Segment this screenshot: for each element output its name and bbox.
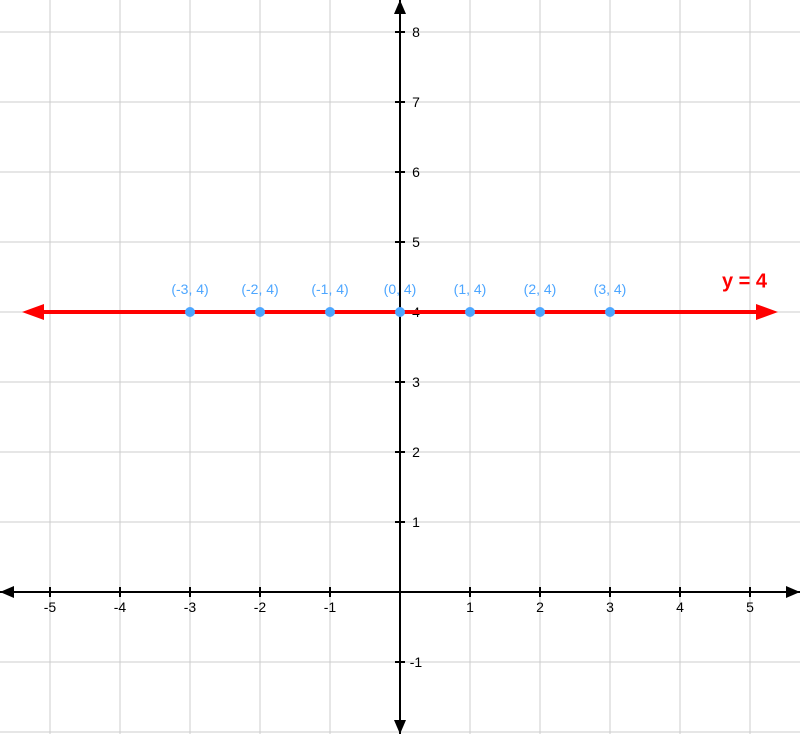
data-point xyxy=(535,307,545,317)
y-tick-label: 8 xyxy=(412,24,420,40)
equation-label: y = 4 xyxy=(722,271,768,293)
data-point xyxy=(605,307,615,317)
point-label: (0, 4) xyxy=(384,281,417,297)
data-point xyxy=(185,307,195,317)
y-tick-label: -1 xyxy=(410,654,423,670)
x-tick-label: -1 xyxy=(324,599,337,615)
x-tick-label: 2 xyxy=(536,599,544,615)
y-tick-label: 7 xyxy=(412,94,420,110)
x-tick-label: 5 xyxy=(746,599,754,615)
point-label: (3, 4) xyxy=(594,281,627,297)
chart-svg: -5-4-3-2-112345-112345678y = 4(-3, 4)(-2… xyxy=(0,0,800,734)
x-tick-label: -5 xyxy=(44,599,57,615)
data-point xyxy=(395,307,405,317)
data-point xyxy=(465,307,475,317)
data-point xyxy=(255,307,265,317)
y-tick-label: 5 xyxy=(412,234,420,250)
point-label: (-1, 4) xyxy=(311,281,348,297)
x-tick-label: 4 xyxy=(676,599,684,615)
point-label: (1, 4) xyxy=(454,281,487,297)
x-tick-label: -2 xyxy=(254,599,267,615)
x-tick-label: -3 xyxy=(184,599,197,615)
point-label: (-3, 4) xyxy=(171,281,208,297)
x-tick-label: 1 xyxy=(466,599,474,615)
x-tick-label: 3 xyxy=(606,599,614,615)
y-tick-label: 3 xyxy=(412,374,420,390)
y-tick-label: 1 xyxy=(412,514,420,530)
y-tick-label: 2 xyxy=(412,444,420,460)
point-label: (2, 4) xyxy=(524,281,557,297)
x-tick-label: -4 xyxy=(114,599,127,615)
point-label: (-2, 4) xyxy=(241,281,278,297)
data-point xyxy=(325,307,335,317)
coordinate-plane-chart: -5-4-3-2-112345-112345678y = 4(-3, 4)(-2… xyxy=(0,0,800,734)
y-tick-label: 6 xyxy=(412,164,420,180)
